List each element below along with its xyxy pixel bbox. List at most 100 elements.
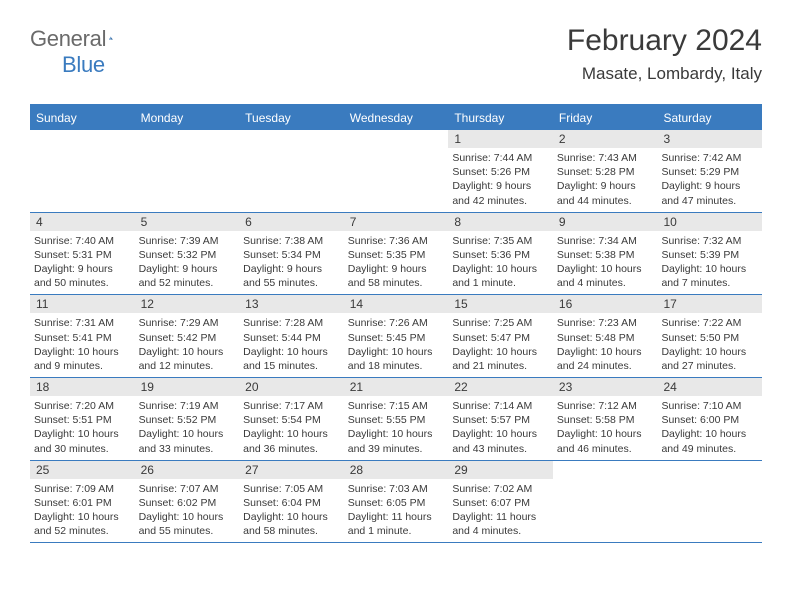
calendar-cell: 4 Sunrise: 7:40 AMSunset: 5:31 PMDaylight… [30, 213, 135, 295]
calendar: SundayMondayTuesdayWednesdayThursdayFrid… [30, 104, 762, 543]
calendar-cell: 21 Sunrise: 7:15 AMSunset: 5:55 PMDayligh… [344, 378, 449, 460]
page-subtitle: Masate, Lombardy, Italy [567, 64, 762, 84]
calendar-cell: 28Sunrise: 7:03 AMSunset: 6:05 PMDayligh… [344, 461, 449, 543]
calendar-cell: 27 Sunrise: 7:05 AMSunset: 6:04 PMDayligh… [239, 461, 344, 543]
calendar-cell: 16Sunrise: 7:23 AMSunset: 5:48 PMDayligh… [553, 295, 658, 377]
day-info: Sunrise: 7:39 AMSunset: 5:32 PMDaylight:… [139, 234, 236, 291]
day-info: Sunrise: 7:44 AMSunset: 5:26 PMDaylight:… [452, 151, 549, 208]
day-header-row: SundayMondayTuesdayWednesdayThursdayFrid… [30, 106, 762, 130]
day-info: Sunrise: 7:38 AMSunset: 5:34 PMDaylight:… [243, 234, 340, 291]
day-info: Sunrise: 7:22 AMSunset: 5:50 PMDaylight:… [661, 316, 758, 373]
day-number: 18 [30, 378, 135, 396]
sail-icon [109, 29, 113, 47]
calendar-cell: 26Sunrise: 7:07 AMSunset: 6:02 PMDayligh… [135, 461, 240, 543]
calendar-cell: 9 Sunrise: 7:34 AMSunset: 5:38 PMDaylight… [553, 213, 658, 295]
calendar-cell: 7 Sunrise: 7:36 AMSunset: 5:35 PMDaylight… [344, 213, 449, 295]
day-number: 13 [239, 295, 344, 313]
day-header: Saturday [657, 106, 762, 130]
day-info: Sunrise: 7:05 AMSunset: 6:04 PMDaylight:… [243, 482, 340, 539]
calendar-body: ....1Sunrise: 7:44 AMSunset: 5:26 PMDayl… [30, 130, 762, 543]
day-header: Thursday [448, 106, 553, 130]
day-number: 5 [135, 213, 240, 231]
calendar-cell: . [239, 130, 344, 212]
day-number: 23 [553, 378, 658, 396]
calendar-cell: . [135, 130, 240, 212]
day-number: 17 [657, 295, 762, 313]
calendar-cell: 5 Sunrise: 7:39 AMSunset: 5:32 PMDaylight… [135, 213, 240, 295]
day-number: 1 [448, 130, 553, 148]
day-header: Monday [135, 106, 240, 130]
day-info: Sunrise: 7:40 AMSunset: 5:31 PMDaylight:… [34, 234, 131, 291]
day-number: 29 [448, 461, 553, 479]
calendar-cell: 3 Sunrise: 7:42 AMSunset: 5:29 PMDaylight… [657, 130, 762, 212]
day-number: 10 [657, 213, 762, 231]
day-info: Sunrise: 7:26 AMSunset: 5:45 PMDaylight:… [348, 316, 445, 373]
day-info: Sunrise: 7:15 AMSunset: 5:55 PMDaylight:… [348, 399, 445, 456]
day-info: Sunrise: 7:34 AMSunset: 5:38 PMDaylight:… [557, 234, 654, 291]
calendar-cell: . [657, 461, 762, 543]
day-info: Sunrise: 7:42 AMSunset: 5:29 PMDaylight:… [661, 151, 758, 208]
day-number: 7 [344, 213, 449, 231]
calendar-week: 18 Sunrise: 7:20 AMSunset: 5:51 PMDayligh… [30, 378, 762, 461]
day-number: 21 [344, 378, 449, 396]
calendar-cell: 20 Sunrise: 7:17 AMSunset: 5:54 PMDayligh… [239, 378, 344, 460]
day-number: 11 [30, 295, 135, 313]
day-number: 16 [553, 295, 658, 313]
day-number: 12 [135, 295, 240, 313]
calendar-cell: 15 Sunrise: 7:25 AMSunset: 5:47 PMDayligh… [448, 295, 553, 377]
day-header: Wednesday [344, 106, 449, 130]
day-info: Sunrise: 7:17 AMSunset: 5:54 PMDaylight:… [243, 399, 340, 456]
calendar-week: ....1Sunrise: 7:44 AMSunset: 5:26 PMDayl… [30, 130, 762, 213]
day-number: 4 [30, 213, 135, 231]
calendar-cell: . [344, 130, 449, 212]
calendar-cell: . [553, 461, 658, 543]
day-info: Sunrise: 7:03 AMSunset: 6:05 PMDaylight:… [348, 482, 445, 539]
day-number: 6 [239, 213, 344, 231]
calendar-cell: 23 Sunrise: 7:12 AMSunset: 5:58 PMDayligh… [553, 378, 658, 460]
day-number: 8 [448, 213, 553, 231]
calendar-cell: 8 Sunrise: 7:35 AMSunset: 5:36 PMDaylight… [448, 213, 553, 295]
day-info: Sunrise: 7:36 AMSunset: 5:35 PMDaylight:… [348, 234, 445, 291]
day-info: Sunrise: 7:43 AMSunset: 5:28 PMDaylight:… [557, 151, 654, 208]
calendar-cell: 24 Sunrise: 7:10 AMSunset: 6:00 PMDayligh… [657, 378, 762, 460]
day-info: Sunrise: 7:19 AMSunset: 5:52 PMDaylight:… [139, 399, 236, 456]
calendar-cell: 13 Sunrise: 7:28 AMSunset: 5:44 PMDayligh… [239, 295, 344, 377]
day-header: Tuesday [239, 106, 344, 130]
day-number: 9 [553, 213, 658, 231]
day-info: Sunrise: 7:20 AMSunset: 5:51 PMDaylight:… [34, 399, 131, 456]
calendar-cell: 11Sunrise: 7:31 AMSunset: 5:41 PMDayligh… [30, 295, 135, 377]
calendar-cell: . [30, 130, 135, 212]
day-info: Sunrise: 7:09 AMSunset: 6:01 PMDaylight:… [34, 482, 131, 539]
day-number: 20 [239, 378, 344, 396]
calendar-cell: 22 Sunrise: 7:14 AMSunset: 5:57 PMDayligh… [448, 378, 553, 460]
calendar-cell: 1 Sunrise: 7:44 AMSunset: 5:26 PMDaylight… [448, 130, 553, 212]
brand-word1: General [30, 26, 106, 52]
day-number: 22 [448, 378, 553, 396]
day-info: Sunrise: 7:02 AMSunset: 6:07 PMDaylight:… [452, 482, 549, 539]
day-info: Sunrise: 7:12 AMSunset: 5:58 PMDaylight:… [557, 399, 654, 456]
day-info: Sunrise: 7:14 AMSunset: 5:57 PMDaylight:… [452, 399, 549, 456]
day-number: 2 [553, 130, 658, 148]
day-info: Sunrise: 7:25 AMSunset: 5:47 PMDaylight:… [452, 316, 549, 373]
day-info: Sunrise: 7:35 AMSunset: 5:36 PMDaylight:… [452, 234, 549, 291]
day-number: 19 [135, 378, 240, 396]
calendar-cell: 6 Sunrise: 7:38 AMSunset: 5:34 PMDaylight… [239, 213, 344, 295]
calendar-cell: 29 Sunrise: 7:02 AMSunset: 6:07 PMDayligh… [448, 461, 553, 543]
day-info: Sunrise: 7:32 AMSunset: 5:39 PMDaylight:… [661, 234, 758, 291]
day-number: 25 [30, 461, 135, 479]
day-info: Sunrise: 7:29 AMSunset: 5:42 PMDaylight:… [139, 316, 236, 373]
day-number: 27 [239, 461, 344, 479]
brand-word2: Blue [62, 52, 105, 78]
brand-logo: General [30, 26, 133, 52]
calendar-cell: 18 Sunrise: 7:20 AMSunset: 5:51 PMDayligh… [30, 378, 135, 460]
calendar-week: 4 Sunrise: 7:40 AMSunset: 5:31 PMDaylight… [30, 213, 762, 296]
page-title: February 2024 [567, 24, 762, 58]
calendar-cell: 17 Sunrise: 7:22 AMSunset: 5:50 PMDayligh… [657, 295, 762, 377]
day-info: Sunrise: 7:10 AMSunset: 6:00 PMDaylight:… [661, 399, 758, 456]
calendar-week: 11Sunrise: 7:31 AMSunset: 5:41 PMDayligh… [30, 295, 762, 378]
day-number: 3 [657, 130, 762, 148]
day-header: Friday [553, 106, 658, 130]
day-number: 24 [657, 378, 762, 396]
day-info: Sunrise: 7:28 AMSunset: 5:44 PMDaylight:… [243, 316, 340, 373]
day-number: 15 [448, 295, 553, 313]
